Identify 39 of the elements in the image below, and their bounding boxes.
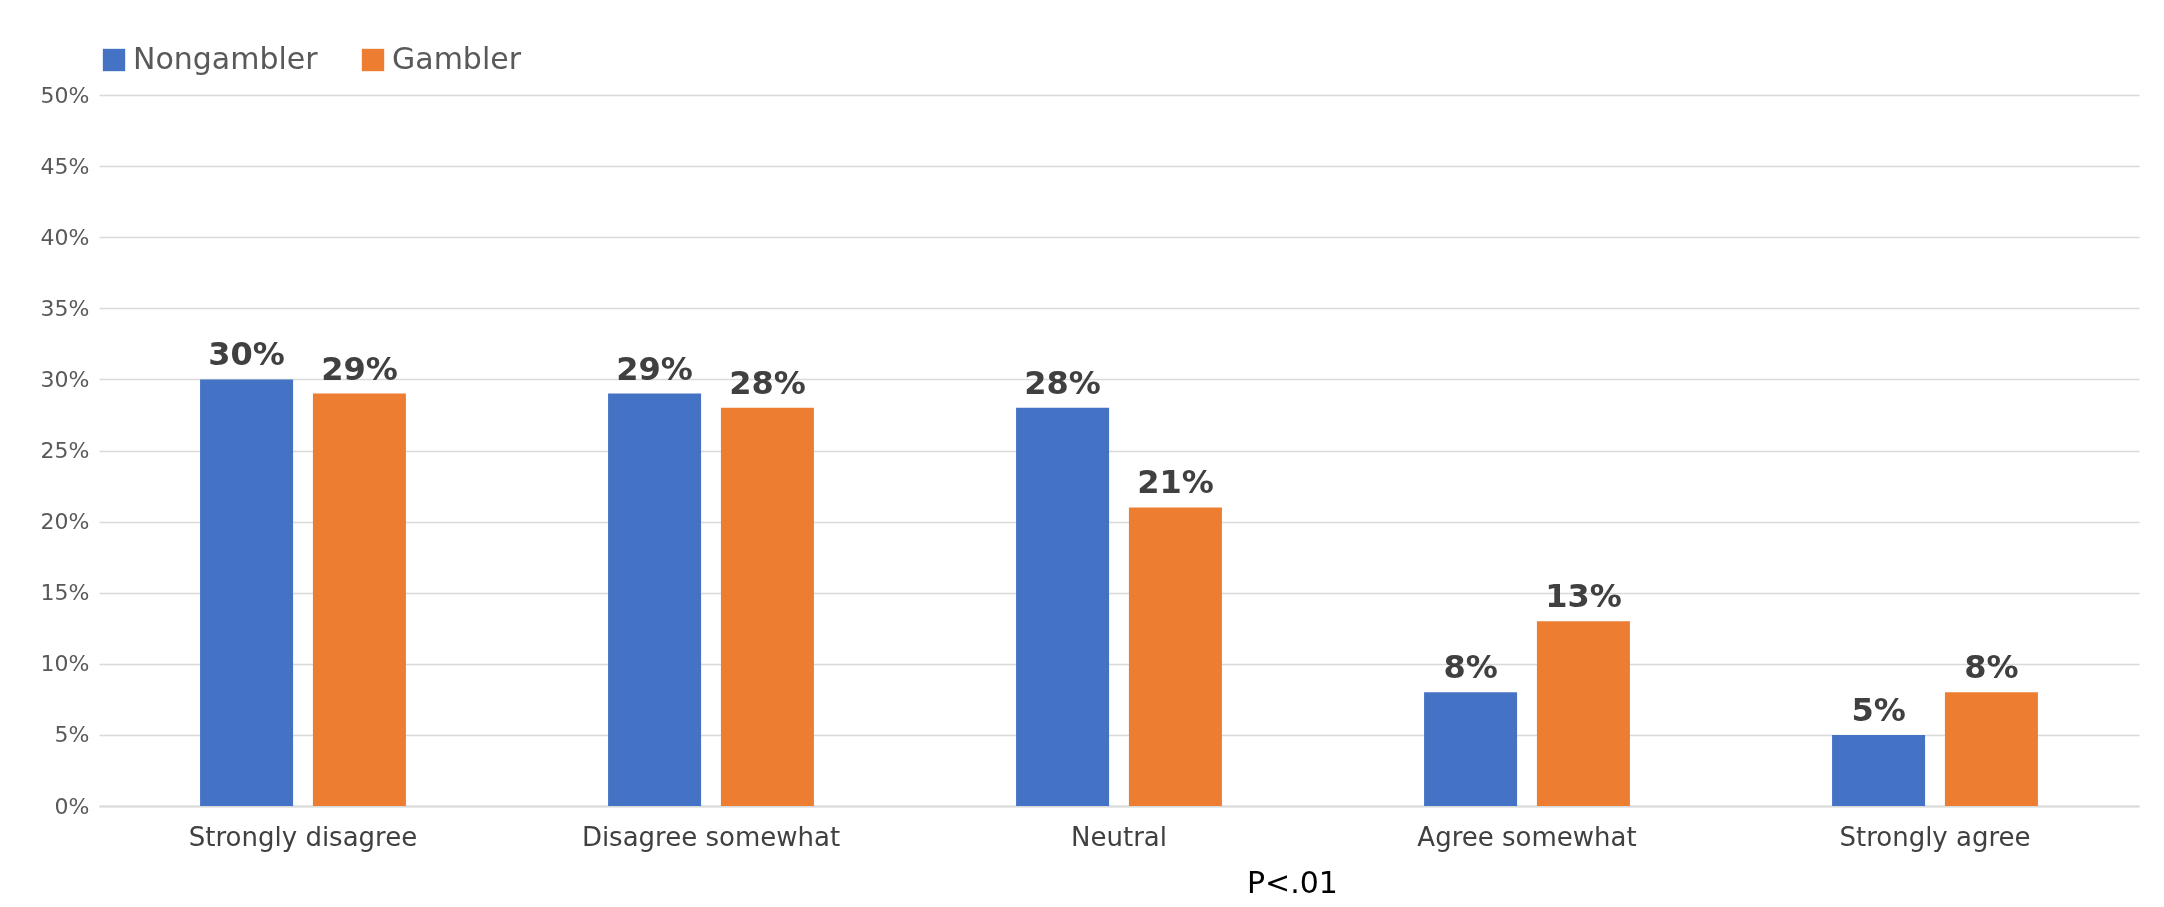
bar bbox=[312, 393, 406, 806]
y-tick-label: 50% bbox=[40, 82, 90, 108]
y-tick-label: 10% bbox=[40, 651, 90, 677]
x-tick-label: Disagree somewhat bbox=[581, 821, 841, 852]
y-tick-label: 45% bbox=[40, 153, 90, 179]
bar bbox=[1944, 692, 2038, 806]
data-label: 8% bbox=[1964, 648, 2019, 687]
data-label: 30% bbox=[208, 335, 285, 374]
bar bbox=[608, 393, 702, 806]
data-label: 5% bbox=[1851, 690, 1906, 729]
legend-label: Gambler bbox=[392, 41, 522, 76]
bar bbox=[720, 407, 814, 806]
data-label: 28% bbox=[1024, 363, 1101, 402]
y-tick-label: 35% bbox=[40, 295, 90, 321]
y-tick-label: 40% bbox=[40, 224, 90, 250]
legend-label: Nongambler bbox=[133, 41, 319, 76]
bar bbox=[1536, 621, 1630, 806]
bar bbox=[1424, 692, 1518, 806]
bar bbox=[1128, 507, 1222, 806]
bar bbox=[1016, 407, 1110, 806]
data-label: 13% bbox=[1545, 577, 1622, 616]
x-tick-label: Agree somewhat bbox=[1417, 821, 1637, 852]
data-label: 21% bbox=[1137, 463, 1214, 502]
y-tick-label: 5% bbox=[54, 722, 90, 748]
x-tick-label: Neutral bbox=[1071, 821, 1167, 852]
y-tick-label: 25% bbox=[40, 438, 90, 463]
y-tick-label: 0% bbox=[54, 793, 90, 819]
x-tick-label: Strongly disagree bbox=[188, 821, 418, 852]
data-label: 28% bbox=[729, 363, 806, 402]
bar bbox=[200, 379, 294, 806]
data-label: 29% bbox=[321, 349, 398, 388]
y-tick-label: 20% bbox=[40, 509, 90, 535]
y-tick-label: 15% bbox=[40, 580, 90, 606]
data-label: 29% bbox=[616, 349, 693, 388]
y-tick-label: 30% bbox=[40, 366, 90, 392]
bar bbox=[1832, 734, 1926, 806]
text: P<.01 bbox=[1246, 865, 1338, 900]
x-tick-label: Strongly agree bbox=[1839, 821, 2031, 852]
data-label: 8% bbox=[1443, 648, 1498, 687]
